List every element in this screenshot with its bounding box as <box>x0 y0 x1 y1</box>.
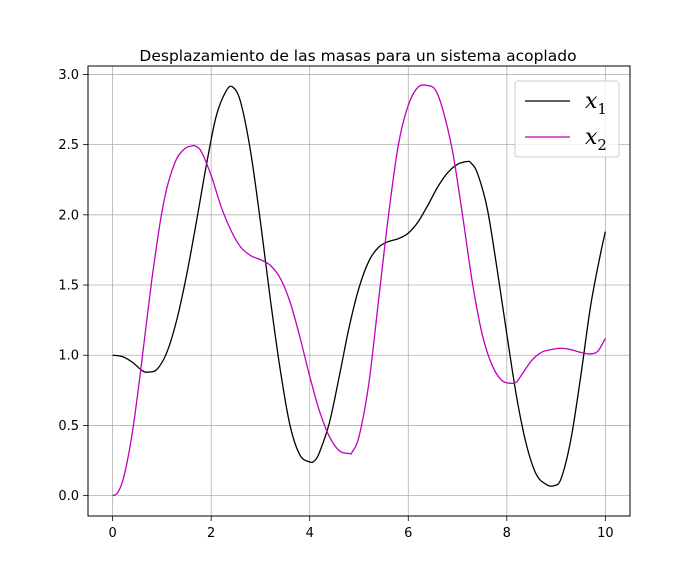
series-line-x2 <box>112 84 606 497</box>
axis-ticks: 0 2 4 6 8 10 0.0 0.5 1.0 1.5 2.0 2.5 3.0 <box>58 68 613 541</box>
legend-label-text: x <box>585 89 598 114</box>
chart-title: Desplazamiento de las masas para un sist… <box>139 47 576 65</box>
plot-frame <box>87 65 631 517</box>
y-tick-label: 0.5 <box>58 419 79 434</box>
y-tick-label: 1.0 <box>58 349 79 364</box>
x-tick-label: 2 <box>207 526 215 541</box>
x-tick-label: 0 <box>108 526 116 541</box>
x-tick-label: 6 <box>404 526 412 541</box>
legend-label-subscript: 1 <box>597 100 607 118</box>
y-tick-label: 0.0 <box>58 489 79 504</box>
x-tick-label: 8 <box>503 526 511 541</box>
x-tick-label: 10 <box>597 526 614 541</box>
legend-label-subscript: 2 <box>597 136 607 154</box>
legend-label-x2: x2 <box>585 125 607 154</box>
y-tick-label: 2.0 <box>58 208 79 223</box>
y-tick-label: 1.5 <box>58 279 79 294</box>
y-tick-label: 2.5 <box>58 138 79 153</box>
x-tick-label: 4 <box>306 526 314 541</box>
legend-label-x1: x1 <box>585 89 607 118</box>
legend-label-text: x <box>585 125 598 150</box>
series-line-x1 <box>112 85 606 487</box>
series-lines <box>112 84 606 497</box>
legend-frame <box>514 80 620 158</box>
y-tick-label: 3.0 <box>58 68 79 83</box>
